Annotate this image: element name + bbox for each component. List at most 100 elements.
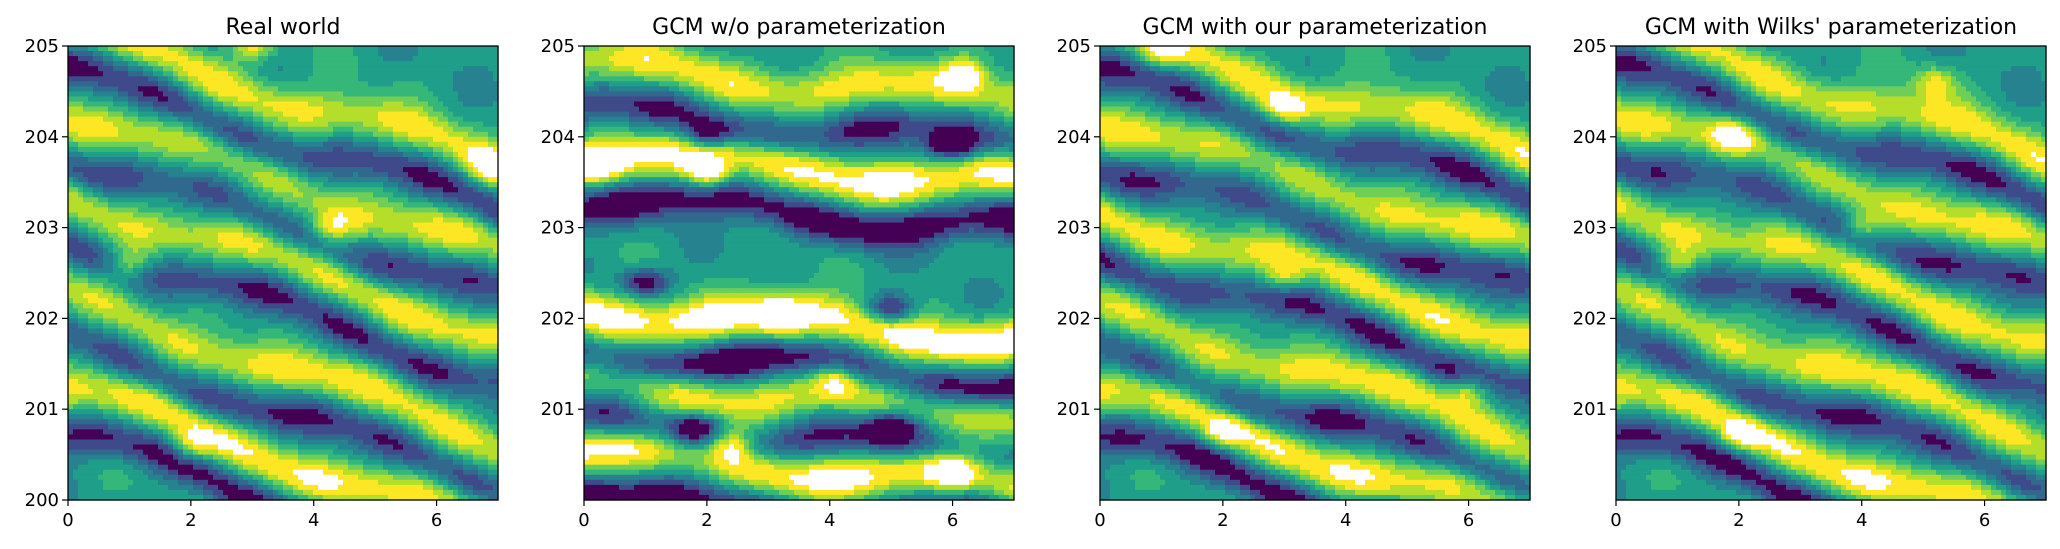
contour-cell [393,223,399,229]
contour-cell [473,91,479,97]
contour-cell [253,137,259,143]
contour-cell [193,248,199,254]
contour-cell [108,207,114,213]
contour-cell [468,152,474,158]
contour-cell [378,233,384,239]
contour-cell [283,207,289,213]
contour-cell [353,142,359,148]
contour-cell [478,127,484,133]
contour-cell [328,253,334,259]
contour-cell [148,212,154,218]
contour-cell [373,207,379,213]
contour-cell [448,66,454,72]
contour-cell [433,202,439,208]
contour-cell [463,61,469,67]
contour-cell [448,71,454,77]
contour-cell [358,152,364,158]
contour-cell [418,162,424,168]
contour-cell [463,91,469,97]
contour-cell [93,228,99,234]
contour-cell [188,56,194,62]
contour-cell [258,132,264,138]
contour-cell [98,101,104,107]
contour-cell [273,81,279,87]
contour-cell [348,233,354,239]
contour-cell [328,268,334,274]
contour-cell [358,76,364,82]
contour-cell [153,197,159,203]
contour-cell [228,91,234,97]
contour-cell [168,177,174,183]
contour-cell [478,137,484,143]
contour-cell [103,248,109,254]
contour-cell [208,81,214,87]
contour-cell [403,101,409,107]
contour-cell [298,202,304,208]
contour-cell [83,127,89,133]
contour-cell [73,293,79,299]
contour-cell [488,177,494,183]
contour-cell [453,298,459,304]
contour-cell [168,268,174,274]
contour-cell [253,238,259,244]
contour-cell [293,238,299,244]
contour-cell [293,283,299,289]
contour-cell [438,268,444,274]
contour-cell [448,182,454,188]
contour-cell [458,268,464,274]
contour-cell [383,71,389,77]
contour-cell [68,96,74,102]
contour-cell [403,71,409,77]
contour-cell [123,202,129,208]
contour-cell [393,187,399,193]
contour-cell [148,243,154,249]
contour-cell [123,177,129,183]
contour-cell [353,91,359,97]
contour-cell [188,51,194,57]
contour-cell [118,76,124,82]
contour-cell [418,177,424,183]
contour-cell [428,71,434,77]
contour-cell [353,172,359,178]
contour-cell [428,81,434,87]
contour-cell [208,218,214,224]
contour-cell [378,137,384,143]
contour-cell [353,71,359,77]
contour-cell [258,107,264,113]
contour-cell [323,107,329,113]
contour-cell [208,51,214,57]
contour-cell [483,81,489,87]
contour-cell [353,243,359,249]
contour-cell [178,61,184,67]
contour-cell [98,81,104,87]
contour-cell [183,91,189,97]
contour-cell [243,107,249,113]
contour-cell [118,223,124,229]
contour-cell [133,157,139,163]
contour-cell [368,122,374,128]
contour-cell [343,51,349,57]
contour-cell [303,122,309,128]
contour-cell [353,283,359,289]
contour-cell [308,258,314,264]
contour-cell [353,167,359,173]
contour-cell [123,152,129,158]
contour-cell [483,258,489,264]
contour-cell [113,76,119,82]
contour-cell [363,233,369,239]
contour-cell [443,112,449,118]
contour-cell [483,96,489,102]
contour-cell [88,122,94,128]
contour-cell [113,152,119,158]
contour-cell [388,56,394,62]
contour-cell [68,157,74,163]
contour-cell [373,117,379,123]
contour-cell [348,202,354,208]
contour-cell [348,248,354,254]
contour-cell [418,223,424,229]
contour-cell [73,51,79,57]
contour-cell [413,192,419,198]
contour-cell [398,51,404,57]
contour-cell [408,212,414,218]
contour-cell [328,137,334,143]
